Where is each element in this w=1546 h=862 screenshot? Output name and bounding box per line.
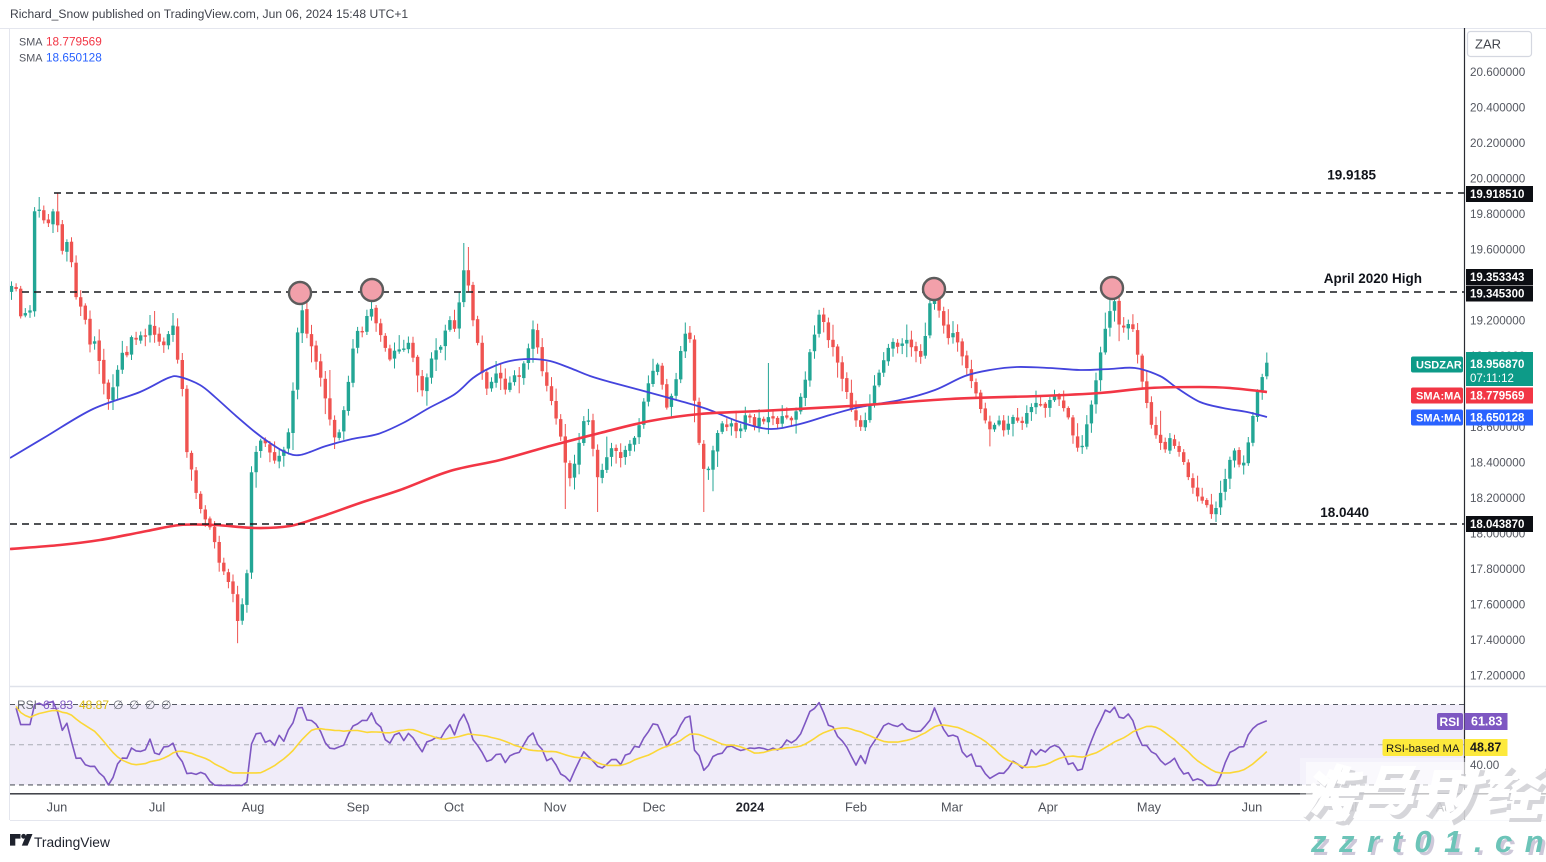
svg-text:40.00: 40.00 [1470, 759, 1500, 772]
svg-text:Jun: Jun [1242, 800, 1263, 815]
svg-text:Nov: Nov [544, 800, 567, 815]
svg-text:19.600000: 19.600000 [1470, 244, 1526, 257]
svg-text:RSI: RSI [17, 698, 37, 712]
svg-text:18.0440: 18.0440 [1320, 505, 1369, 520]
svg-text:18.650128: 18.650128 [46, 51, 102, 65]
svg-text:20.200000: 20.200000 [1470, 137, 1526, 150]
svg-text:RSI-based MA: RSI-based MA [1386, 743, 1460, 755]
svg-text:19.9185: 19.9185 [1327, 168, 1376, 183]
svg-text:Jun: Jun [47, 800, 68, 815]
svg-text:Feb: Feb [845, 800, 867, 815]
svg-text:ZAR: ZAR [1475, 37, 1501, 52]
svg-text:RSI: RSI [1439, 715, 1459, 729]
svg-text:17.400000: 17.400000 [1470, 634, 1526, 647]
svg-text:Jul: Jul [149, 800, 165, 815]
svg-text:17.200000: 17.200000 [1470, 669, 1526, 682]
svg-text:19.918510: 19.918510 [1470, 189, 1524, 201]
svg-text:Aug: Aug [242, 800, 265, 815]
svg-text:17.800000: 17.800000 [1470, 563, 1526, 576]
svg-text:20.400000: 20.400000 [1470, 102, 1526, 115]
svg-text:Sep: Sep [347, 800, 370, 815]
svg-text:48.87: 48.87 [1470, 741, 1501, 755]
svg-text:18.043870: 18.043870 [1470, 519, 1524, 531]
svg-text:19.345300: 19.345300 [1470, 289, 1524, 301]
svg-text:19.200000: 19.200000 [1470, 315, 1526, 328]
svg-text:07:11:12: 07:11:12 [1470, 373, 1514, 385]
svg-text:18.650128: 18.650128 [1470, 413, 1525, 425]
svg-text:SMA: SMA [19, 53, 43, 65]
svg-text:Oct: Oct [444, 800, 464, 815]
svg-text:2024: 2024 [736, 800, 765, 815]
svg-text:TradingView: TradingView [34, 835, 110, 850]
svg-text:USDZAR: USDZAR [1416, 360, 1462, 372]
svg-text:SMA: SMA [19, 37, 43, 49]
svg-text:SMA:MA: SMA:MA [1416, 413, 1461, 425]
svg-text:∅: ∅ [129, 698, 139, 712]
svg-text:61.83: 61.83 [1471, 715, 1502, 729]
svg-text:∅: ∅ [145, 698, 155, 712]
svg-text:Dec: Dec [643, 800, 666, 815]
svg-text:zzrt01.cn: zzrt01.cn [1313, 827, 1546, 857]
svg-text:Apr: Apr [1038, 800, 1059, 815]
svg-text:May: May [1137, 800, 1162, 815]
svg-text:19.800000: 19.800000 [1470, 208, 1526, 221]
svg-text:Mar: Mar [941, 800, 964, 815]
svg-text:17.600000: 17.600000 [1470, 598, 1526, 611]
svg-text:18.779569: 18.779569 [46, 35, 102, 49]
svg-text:zzrt01.cn: zzrt01.cn [1310, 824, 1546, 857]
svg-text:20.600000: 20.600000 [1470, 66, 1526, 79]
svg-text:18.200000: 18.200000 [1470, 492, 1526, 505]
svg-text:61.83: 61.83 [43, 698, 73, 712]
svg-text:18.400000: 18.400000 [1470, 457, 1526, 470]
svg-text:SMA:MA: SMA:MA [1416, 391, 1461, 403]
svg-text:Richard_Snow published on Trad: Richard_Snow published on TradingView.co… [10, 7, 408, 21]
svg-text:∅: ∅ [113, 698, 123, 712]
svg-text:48.87: 48.87 [79, 698, 109, 712]
svg-text:19.353343: 19.353343 [1470, 272, 1524, 284]
svg-text:April 2020 High: April 2020 High [1324, 271, 1422, 286]
svg-text:18.779569: 18.779569 [1470, 391, 1524, 403]
svg-text:18.956870: 18.956870 [1470, 359, 1524, 371]
svg-text:20.000000: 20.000000 [1470, 173, 1526, 186]
svg-text:∅: ∅ [161, 698, 171, 712]
